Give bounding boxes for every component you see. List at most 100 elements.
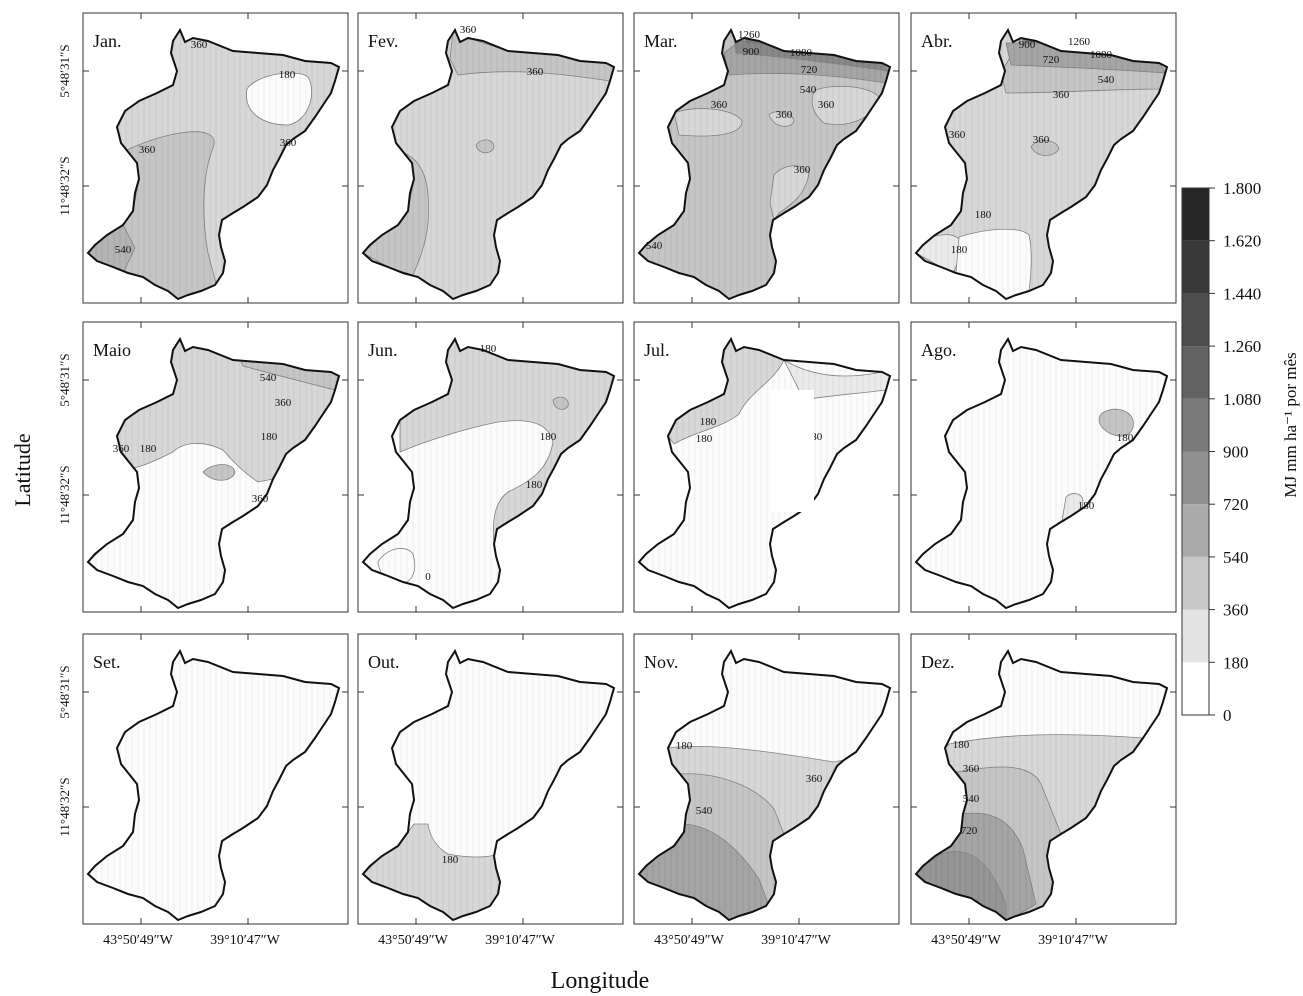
map-panel: Dez. 180 360 540 720 43°50′49″W 39°10′47″W bbox=[910, 633, 1177, 948]
contour-label: 360 bbox=[527, 66, 544, 78]
longitude-tick-label: 39°10′47″W bbox=[1038, 933, 1108, 948]
contour-label: 360 bbox=[1033, 134, 1050, 146]
map-panel: Nov. 360 180 540 43°50′49″W 39°10′47″W bbox=[633, 633, 900, 948]
contour-label: 180 bbox=[442, 854, 459, 866]
contour-label: 540 bbox=[646, 240, 663, 252]
contour-label: 180 bbox=[676, 740, 693, 752]
latitude-tick-label: 5°48′31″S bbox=[57, 44, 72, 97]
contour-label: 540 bbox=[115, 244, 132, 256]
legend-level-label: 180 bbox=[1223, 653, 1249, 672]
contour-label: 360 bbox=[776, 109, 793, 121]
contour-label: 540 bbox=[963, 793, 980, 805]
contour-label: 540 bbox=[260, 372, 277, 384]
map-panels: Jan. 3601803603605405°48′31″S11°48′32″SFe… bbox=[57, 12, 1177, 948]
legend-swatch bbox=[1182, 398, 1209, 452]
contour-label: 720 bbox=[1043, 54, 1060, 66]
state-outline bbox=[637, 648, 892, 922]
map-panel: Ago. 180 180 bbox=[910, 321, 1177, 613]
contour-label: 180 bbox=[540, 431, 557, 443]
state-outline bbox=[637, 27, 892, 301]
map-panel: Jul.180180180180 bbox=[633, 321, 900, 613]
latitude-tick-label: 11°48′32″S bbox=[57, 156, 72, 215]
month-label: Ago. bbox=[921, 340, 957, 360]
color-legend: MJ mm ha⁻¹ por mês 0 180 360 540 720 900 1.080… bbox=[1181, 179, 1300, 725]
map-panel: Fev. 360 360 bbox=[357, 12, 624, 304]
contour-label: 540 bbox=[800, 84, 817, 96]
legend-swatch bbox=[1182, 556, 1209, 610]
contour-label: 180 bbox=[140, 443, 157, 455]
legend-level-label: 0 bbox=[1223, 706, 1232, 725]
month-label: Out. bbox=[368, 652, 400, 672]
legend-swatch bbox=[1182, 346, 1209, 399]
contour-label: 180 bbox=[953, 739, 970, 751]
contour-label: 360 bbox=[113, 443, 130, 455]
contour-label: 180 bbox=[975, 209, 992, 221]
state-outline bbox=[361, 648, 616, 922]
map-panel: Set. 5°48′31″S 11°48′32″S 43°50′49″W 39°10′4… bbox=[57, 633, 349, 948]
legend-level-label: 1.440 bbox=[1223, 284, 1261, 303]
longitude-tick-label: 43°50′49″W bbox=[654, 933, 724, 948]
contour-label: 720 bbox=[801, 64, 818, 76]
legend-level-label: 1.260 bbox=[1223, 337, 1261, 356]
contour-label: 1080 bbox=[790, 47, 813, 59]
contour-label: 180 bbox=[480, 343, 497, 355]
state-outline bbox=[637, 336, 892, 610]
legend-level-label: 900 bbox=[1223, 443, 1249, 462]
legend-swatch bbox=[1182, 451, 1209, 505]
contour-label: 180 bbox=[526, 479, 543, 491]
longitude-tick-label: 43°50′49″W bbox=[103, 933, 173, 948]
contour-label: 1260 bbox=[738, 29, 761, 41]
contour-label: 900 bbox=[743, 46, 760, 58]
contour-label: 180 bbox=[951, 244, 968, 256]
legend-swatch bbox=[1182, 504, 1209, 557]
legend-level-label: 1.800 bbox=[1223, 179, 1261, 198]
map-panel: Out. 180 43°50′49″W 39°10′47″W bbox=[357, 633, 624, 948]
month-label: Jun. bbox=[368, 340, 398, 360]
month-label: Nov. bbox=[644, 652, 678, 672]
map-panel: Abr. 900 1260 720 1080 540 360 360 360 180 180 bbox=[910, 12, 1177, 304]
latitude-tick-label: 11°48′32″S bbox=[57, 777, 72, 836]
contour-label: 0 bbox=[425, 571, 431, 583]
contour-label: 180 bbox=[1078, 500, 1095, 512]
contour-label: 360 bbox=[280, 137, 297, 149]
contour-label: 1080 bbox=[1090, 49, 1113, 61]
legend-swatch bbox=[1182, 188, 1209, 241]
state-outline bbox=[914, 27, 1169, 301]
contour-label: 360 bbox=[949, 129, 966, 141]
axis-labels: Longitude Latitude bbox=[10, 433, 649, 994]
state-outline bbox=[86, 336, 341, 610]
legend-level-label: 1.080 bbox=[1223, 390, 1261, 409]
month-label: Set. bbox=[93, 652, 121, 672]
contour-label: 360 bbox=[1053, 89, 1070, 101]
contour-label: 360 bbox=[191, 39, 208, 51]
legend-level-label: 540 bbox=[1223, 548, 1249, 567]
contour-label: 180 bbox=[700, 416, 717, 428]
contour-label: 540 bbox=[1098, 74, 1115, 86]
contour-label: 180 bbox=[261, 431, 278, 443]
legend-level-label: 1.620 bbox=[1223, 232, 1261, 251]
month-label: Jul. bbox=[644, 340, 670, 360]
state-outline bbox=[86, 27, 341, 301]
contour-label: 360 bbox=[806, 773, 823, 785]
latitude-tick-label: 5°48′31″S bbox=[57, 353, 72, 406]
contour-label: 180 bbox=[279, 69, 296, 81]
contour-label: 720 bbox=[961, 825, 978, 837]
legend-swatch bbox=[1182, 240, 1209, 294]
month-label: Abr. bbox=[921, 31, 953, 51]
contour-label: 360 bbox=[818, 99, 835, 111]
map-panel: Maio 540 360 360 180 180 360 5°48′31″S 11°48′32″… bbox=[57, 321, 349, 613]
contour-label: 900 bbox=[1019, 39, 1036, 51]
longitude-tick-label: 39°10′47″W bbox=[210, 933, 280, 948]
legend-swatch bbox=[1182, 293, 1209, 347]
state-outline bbox=[86, 648, 341, 922]
contour-label: 360 bbox=[794, 164, 811, 176]
y-axis-title: Latitude bbox=[10, 433, 35, 506]
state-outline bbox=[914, 336, 1169, 610]
contour-label: 180 bbox=[1117, 432, 1134, 444]
latitude-tick-label: 11°48′32″S bbox=[57, 465, 72, 524]
longitude-tick-label: 43°50′49″W bbox=[931, 933, 1001, 948]
month-label: Maio bbox=[93, 340, 131, 360]
state-outline bbox=[361, 27, 616, 301]
